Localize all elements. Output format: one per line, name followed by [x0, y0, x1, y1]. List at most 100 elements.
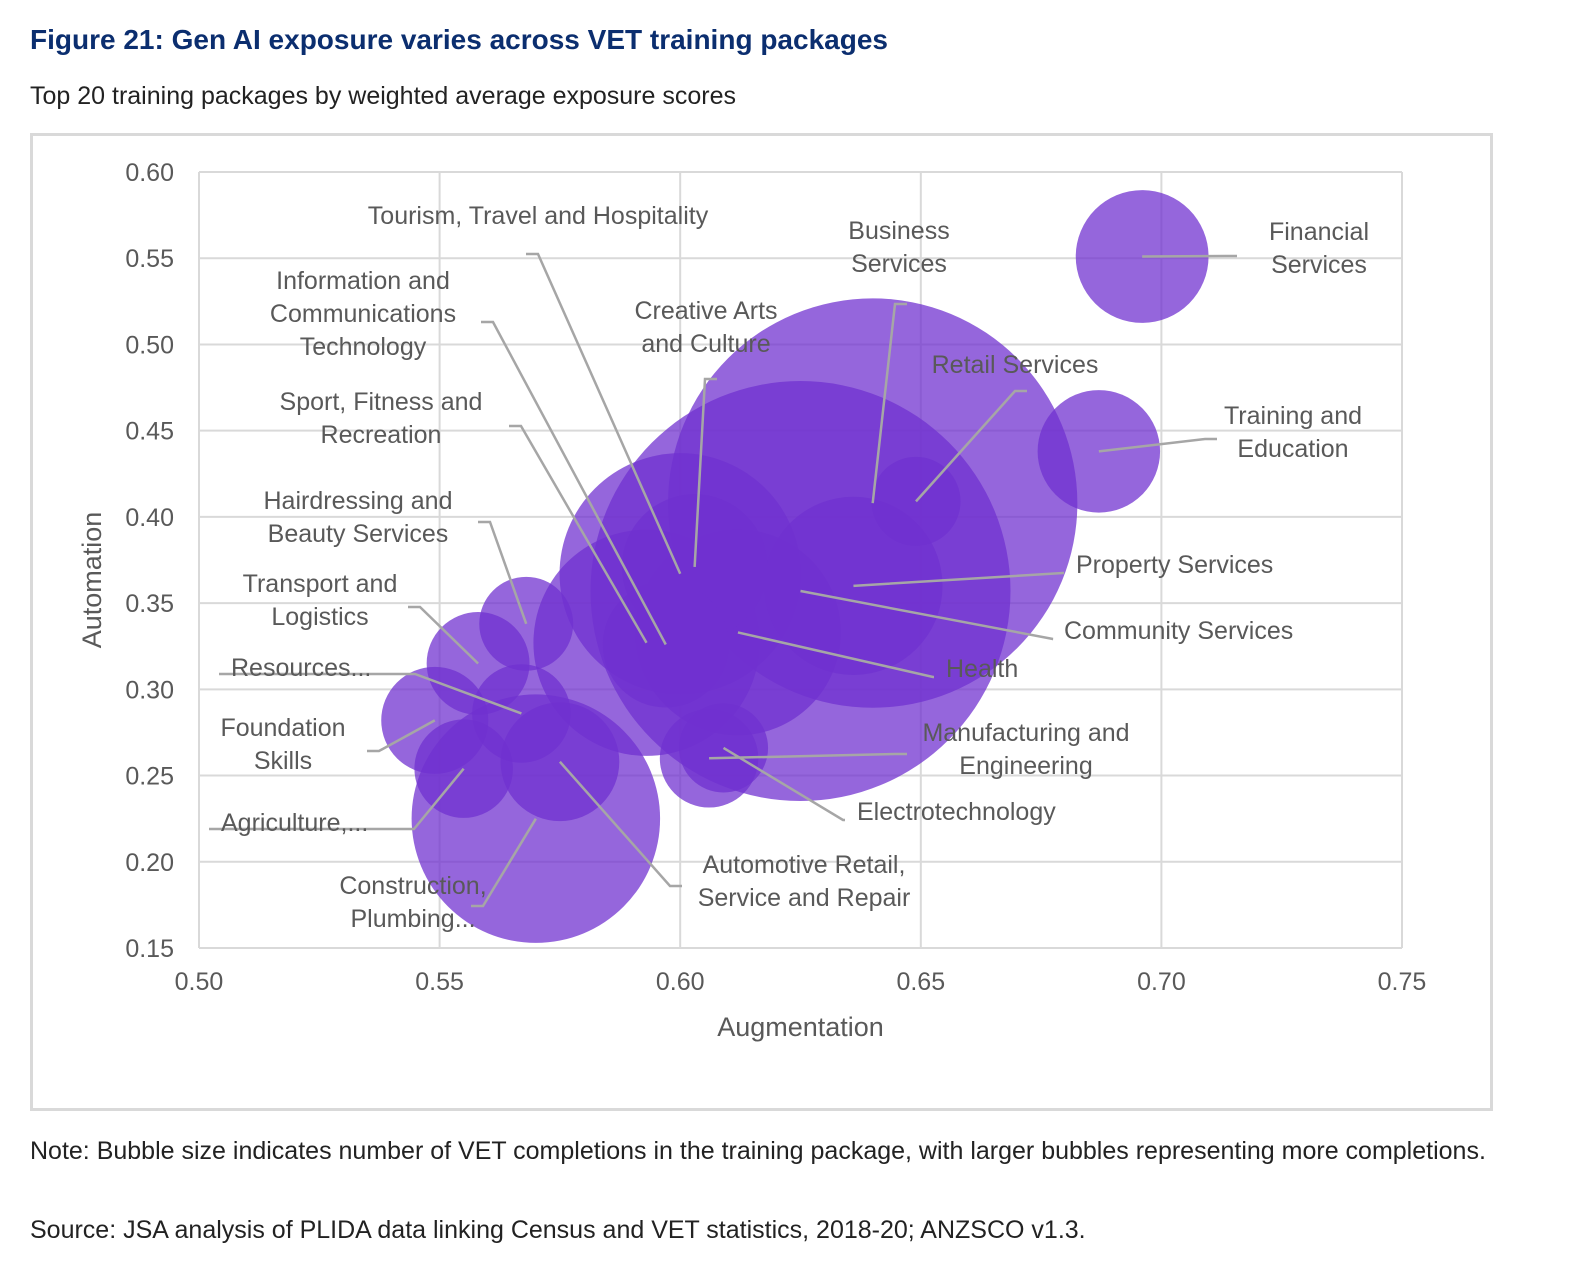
leader-line [709, 752, 907, 760]
y-tick-label: 0.35 [125, 590, 174, 618]
point-label-line: Training and [1224, 402, 1362, 430]
y-tick-label: 0.15 [125, 935, 174, 963]
point-label-line: Services [851, 250, 947, 278]
point-label: Agriculture,... [221, 809, 368, 837]
leader-line [722, 746, 845, 822]
point-label-line: Manufacturing and [922, 719, 1129, 747]
point-label-line: Electrotechnology [857, 798, 1056, 826]
point-label: Business Services [848, 217, 949, 278]
point-labels: Community Services Business Services Constr… [220, 202, 1369, 933]
leader-line [1098, 437, 1217, 453]
point-label-line: Plumbing... [350, 905, 475, 933]
point-label-line: Creative Arts [634, 297, 777, 325]
bubble-chart: Community Services Business Services Constr… [77, 159, 1426, 1042]
y-tick-label: 0.40 [125, 504, 174, 532]
x-tick-label: 0.70 [1137, 968, 1186, 996]
point-label: Automotive Retail, Service and Repair [698, 851, 911, 912]
point-label-line: Communications [270, 300, 456, 328]
y-tick-label: 0.20 [125, 849, 174, 877]
leader-line [853, 571, 1064, 588]
point-label: Financial Services [1269, 218, 1369, 279]
point-label-line: Transport and [243, 570, 398, 598]
point-label-line: Information and [276, 267, 450, 295]
leader-line [478, 520, 528, 625]
point-label-line: Beauty Services [268, 520, 449, 548]
point-label-line: Services [1271, 251, 1367, 279]
y-tick-label: 0.60 [125, 159, 174, 187]
bubble-agriculture [414, 719, 513, 818]
leader-line [219, 672, 522, 715]
point-label: Property Services [1076, 551, 1273, 579]
point-label: Health [946, 655, 1018, 683]
point-label-line: Property Services [1076, 551, 1273, 579]
chart-frame: Community Services Business Services Constr… [30, 133, 1493, 1111]
point-label: Retail Services [932, 351, 1099, 379]
figure-subtitle: Top 20 training packages by weighted ave… [30, 82, 736, 110]
point-label-line: Community Services [1064, 617, 1293, 645]
x-tick-label: 0.65 [896, 968, 945, 996]
leader-line [526, 252, 682, 575]
point-label-line: Resources... [231, 654, 371, 682]
x-tick-label: 0.50 [175, 968, 224, 996]
leader-line [209, 767, 465, 831]
y-tick-label: 0.55 [125, 245, 174, 273]
y-tick-label: 0.50 [125, 331, 174, 359]
point-label: Construction, Plumbing... [339, 872, 486, 933]
leader-line [800, 589, 1054, 641]
point-label: Hairdressing and Beauty Services [264, 487, 453, 548]
leader-line [871, 302, 907, 504]
point-label-line: Retail Services [932, 351, 1099, 379]
point-label-line: Financial [1269, 218, 1369, 246]
point-label-line: Construction, [339, 872, 486, 900]
leader-line [693, 377, 717, 567]
point-label-line: Business [848, 217, 949, 245]
point-label-line: Sport, Fitness and [280, 388, 483, 416]
point-label-line: Logistics [271, 603, 368, 631]
leader-lines [209, 252, 1237, 908]
leader-line [558, 760, 682, 888]
point-label: Resources... [231, 654, 371, 682]
point-label-line: Technology [300, 333, 427, 361]
point-label-line: Recreation [321, 421, 442, 449]
point-label-line: Health [946, 655, 1018, 683]
leader-line [737, 631, 934, 679]
point-label-line: Skills [254, 747, 312, 775]
point-label-line: Agriculture,... [221, 809, 368, 837]
point-label: Manufacturing and Engineering [922, 719, 1129, 780]
y-axis-title: Automation [77, 512, 107, 649]
point-label-line: Service and Repair [698, 884, 911, 912]
point-label-line: Tourism, Travel and Hospitality [368, 202, 709, 230]
point-label: Tourism, Travel and Hospitality [368, 202, 709, 230]
bubble-information-and-communications-technology [602, 581, 729, 708]
point-label: Information and Communications Technology [270, 267, 456, 361]
y-tick-label: 0.45 [125, 418, 174, 446]
leader-line [471, 818, 537, 908]
leader-line [367, 719, 436, 753]
point-label: Training and Education [1224, 402, 1362, 463]
point-label-line: and Culture [641, 330, 770, 358]
x-tick-label: 0.75 [1378, 968, 1427, 996]
x-tick-label: 0.60 [656, 968, 705, 996]
point-label: Electrotechnology [857, 798, 1056, 826]
point-label-line: Engineering [959, 752, 1092, 780]
x-tick-label: 0.55 [415, 968, 464, 996]
leader-line [481, 320, 667, 646]
point-label-line: Automotive Retail, [703, 851, 906, 879]
point-label: Transport and Logistics [243, 570, 398, 631]
leader-line [408, 605, 479, 665]
point-label-line: Hairdressing and [264, 487, 453, 515]
point-label: Sport, Fitness and Recreation [280, 388, 483, 449]
x-axis-title: Augmentation [717, 1012, 884, 1042]
point-label-line: Education [1237, 435, 1348, 463]
y-tick-label: 0.30 [125, 676, 174, 704]
point-label: Foundation Skills [220, 714, 345, 775]
leader-line [915, 389, 1027, 503]
leader-line [509, 424, 648, 644]
point-label: Creative Arts and Culture [634, 297, 777, 358]
chart-source: Source: JSA analysis of PLIDA data linki… [30, 1216, 1086, 1244]
y-tick-label: 0.25 [125, 763, 174, 791]
axes: 0.50 0.55 0.60 0.65 0.70 0.75 0.60 0.55 0.50 0.45… [77, 159, 1426, 1042]
point-label-line: Foundation [220, 714, 345, 742]
figure-title: Figure 21: Gen AI exposure varies across… [30, 24, 888, 55]
point-label: Community Services [1064, 617, 1293, 645]
